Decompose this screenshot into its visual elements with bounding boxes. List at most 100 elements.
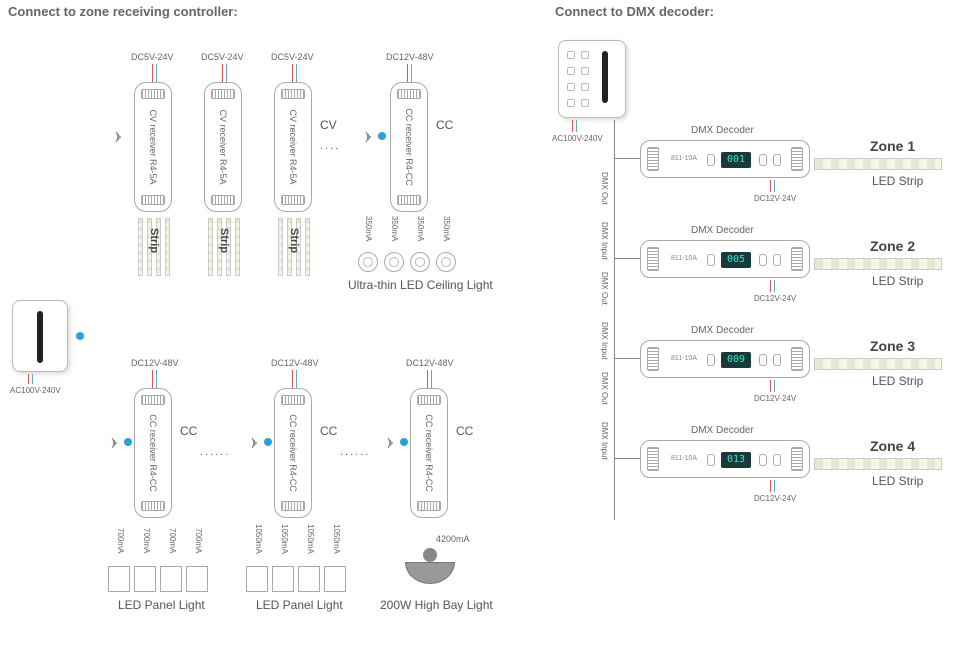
wifi-icon	[112, 130, 126, 144]
wifi-icon	[248, 436, 262, 450]
dmx-out-label: DMX Out	[600, 372, 609, 405]
dmx-button-icon	[707, 154, 715, 166]
zone-label: Zone 3	[870, 338, 915, 354]
current-label: 350mA	[390, 216, 399, 241]
ceiling-light-icon	[384, 252, 404, 272]
dmx-title: DMX Decoder	[691, 225, 754, 236]
highbay-icon	[405, 562, 455, 584]
output-label: LED Strip	[872, 174, 923, 188]
led-strip-icon	[814, 358, 942, 370]
receiver-model-label: CV receiver R4-5A	[288, 109, 298, 184]
panel-light-icon	[324, 566, 346, 592]
right-section-title: Connect to DMX decoder:	[555, 4, 714, 19]
power-wire	[774, 180, 775, 192]
wireless-dot-icon	[264, 438, 272, 446]
ceiling-light-icon	[410, 252, 430, 272]
power-wire	[770, 480, 771, 492]
panel-light-icon	[298, 566, 320, 592]
voltage-label: DC5V-24V	[131, 52, 174, 62]
power-wire	[774, 280, 775, 292]
current-label: 700mA	[142, 528, 151, 553]
power-wire	[770, 380, 771, 392]
led-strip-icon	[278, 218, 283, 276]
power-wire	[770, 280, 771, 292]
output-label: LED Strip	[872, 374, 923, 388]
power-wire	[156, 370, 157, 388]
dmx-button-icon	[773, 154, 781, 166]
current-label: 350mA	[442, 216, 451, 241]
led-strip-icon	[814, 158, 942, 170]
dmx-button-icon	[773, 254, 781, 266]
dmx-out-label: DMX Out	[600, 172, 609, 205]
receiver-model-label: CC receiver R4-CC	[148, 414, 158, 492]
dmx-button-icon	[707, 254, 715, 266]
current-label: 350mA	[364, 216, 373, 241]
cc-receiver: CC receiver R4-CC	[410, 388, 448, 518]
type-label: CC	[436, 118, 453, 132]
voltage-label: DC12V-48V	[271, 358, 319, 368]
dmx-model: 811-10A	[671, 155, 697, 162]
dmx-in-label: DMX Input	[600, 322, 609, 360]
dmx-button-icon	[773, 354, 781, 366]
controller-buttons	[565, 49, 619, 109]
power-wire	[411, 64, 412, 82]
dmx-in-label: DMX Input	[600, 222, 609, 260]
led-strip-icon	[138, 218, 143, 276]
output-label: LED Panel Light	[256, 598, 343, 612]
type-label: CC	[456, 424, 473, 438]
current-label: 1050mA	[254, 524, 263, 554]
type-label: CC	[320, 424, 337, 438]
power-wire	[774, 480, 775, 492]
led-strip-icon	[305, 218, 310, 276]
power-wire	[774, 380, 775, 392]
power-wire	[226, 64, 227, 82]
output-label: LED Strip	[872, 274, 923, 288]
dmx-button-icon	[707, 354, 715, 366]
power-wire	[576, 120, 577, 132]
ellipsis-icon: ......	[200, 446, 230, 458]
dmx-decoder: DMX Decoder 811-10A 013	[640, 440, 810, 478]
current-label: 700mA	[168, 528, 177, 553]
voltage-label: DC12V-24V	[754, 194, 796, 203]
led-strip-icon	[208, 218, 213, 276]
wall-controller-left	[12, 300, 68, 372]
current-label: 350mA	[416, 216, 425, 241]
power-wire	[32, 374, 33, 384]
cv-receiver: CV receiver R4-5A	[274, 82, 312, 212]
power-wire	[296, 370, 297, 388]
wifi-icon	[108, 436, 122, 450]
power-wire	[156, 64, 157, 82]
current-label: 1050mA	[280, 524, 289, 554]
wall-controller-right	[558, 40, 626, 118]
power-wire	[292, 64, 293, 82]
receiver-model-label: CC receiver R4-CC	[404, 108, 414, 186]
receiver-model-label: CV receiver R4-5A	[218, 109, 228, 184]
dmx-button-icon	[707, 454, 715, 466]
dmx-button-icon	[759, 154, 767, 166]
receiver-model-label: CC receiver R4-CC	[288, 414, 298, 492]
power-wire	[296, 64, 297, 82]
ellipsis-icon: ....	[320, 140, 340, 152]
zone-label: Zone 2	[870, 238, 915, 254]
power-wire	[770, 180, 771, 192]
dmx-address-display: 001	[721, 152, 751, 168]
strip-label: Strip	[288, 228, 300, 253]
cv-receiver: CV receiver R4-5A	[204, 82, 242, 212]
wireless-dot-icon	[378, 132, 386, 140]
dmx-address-display: 013	[721, 452, 751, 468]
dmx-title: DMX Decoder	[691, 125, 754, 136]
dmx-button-icon	[759, 354, 767, 366]
dmx-model: 811-10A	[671, 255, 697, 262]
ceiling-light-icon	[358, 252, 378, 272]
type-label: CC	[180, 424, 197, 438]
cc-receiver: CC receiver R4-CC	[134, 388, 172, 518]
ellipsis-icon: ......	[340, 446, 370, 458]
dmx-button-icon	[759, 254, 767, 266]
dmx-model: 811-10A	[671, 455, 697, 462]
power-wire	[572, 120, 573, 132]
power-wire	[152, 64, 153, 82]
strip-label: Strip	[148, 228, 160, 253]
panel-light-icon	[108, 566, 130, 592]
dmx-wire	[614, 258, 640, 259]
wireless-dot-icon	[76, 332, 84, 340]
